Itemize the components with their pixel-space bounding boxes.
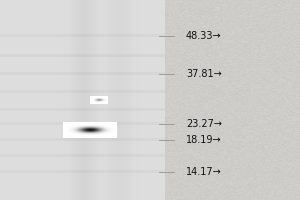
Bar [165,0,300,200]
Text: 37.81→: 37.81→ [186,69,222,79]
Bar [0,0,165,200]
Text: 18.19→: 18.19→ [186,135,222,145]
Text: 14.17→: 14.17→ [186,167,222,177]
Text: 23.27→: 23.27→ [186,119,222,129]
Text: 48.33→: 48.33→ [186,31,222,41]
